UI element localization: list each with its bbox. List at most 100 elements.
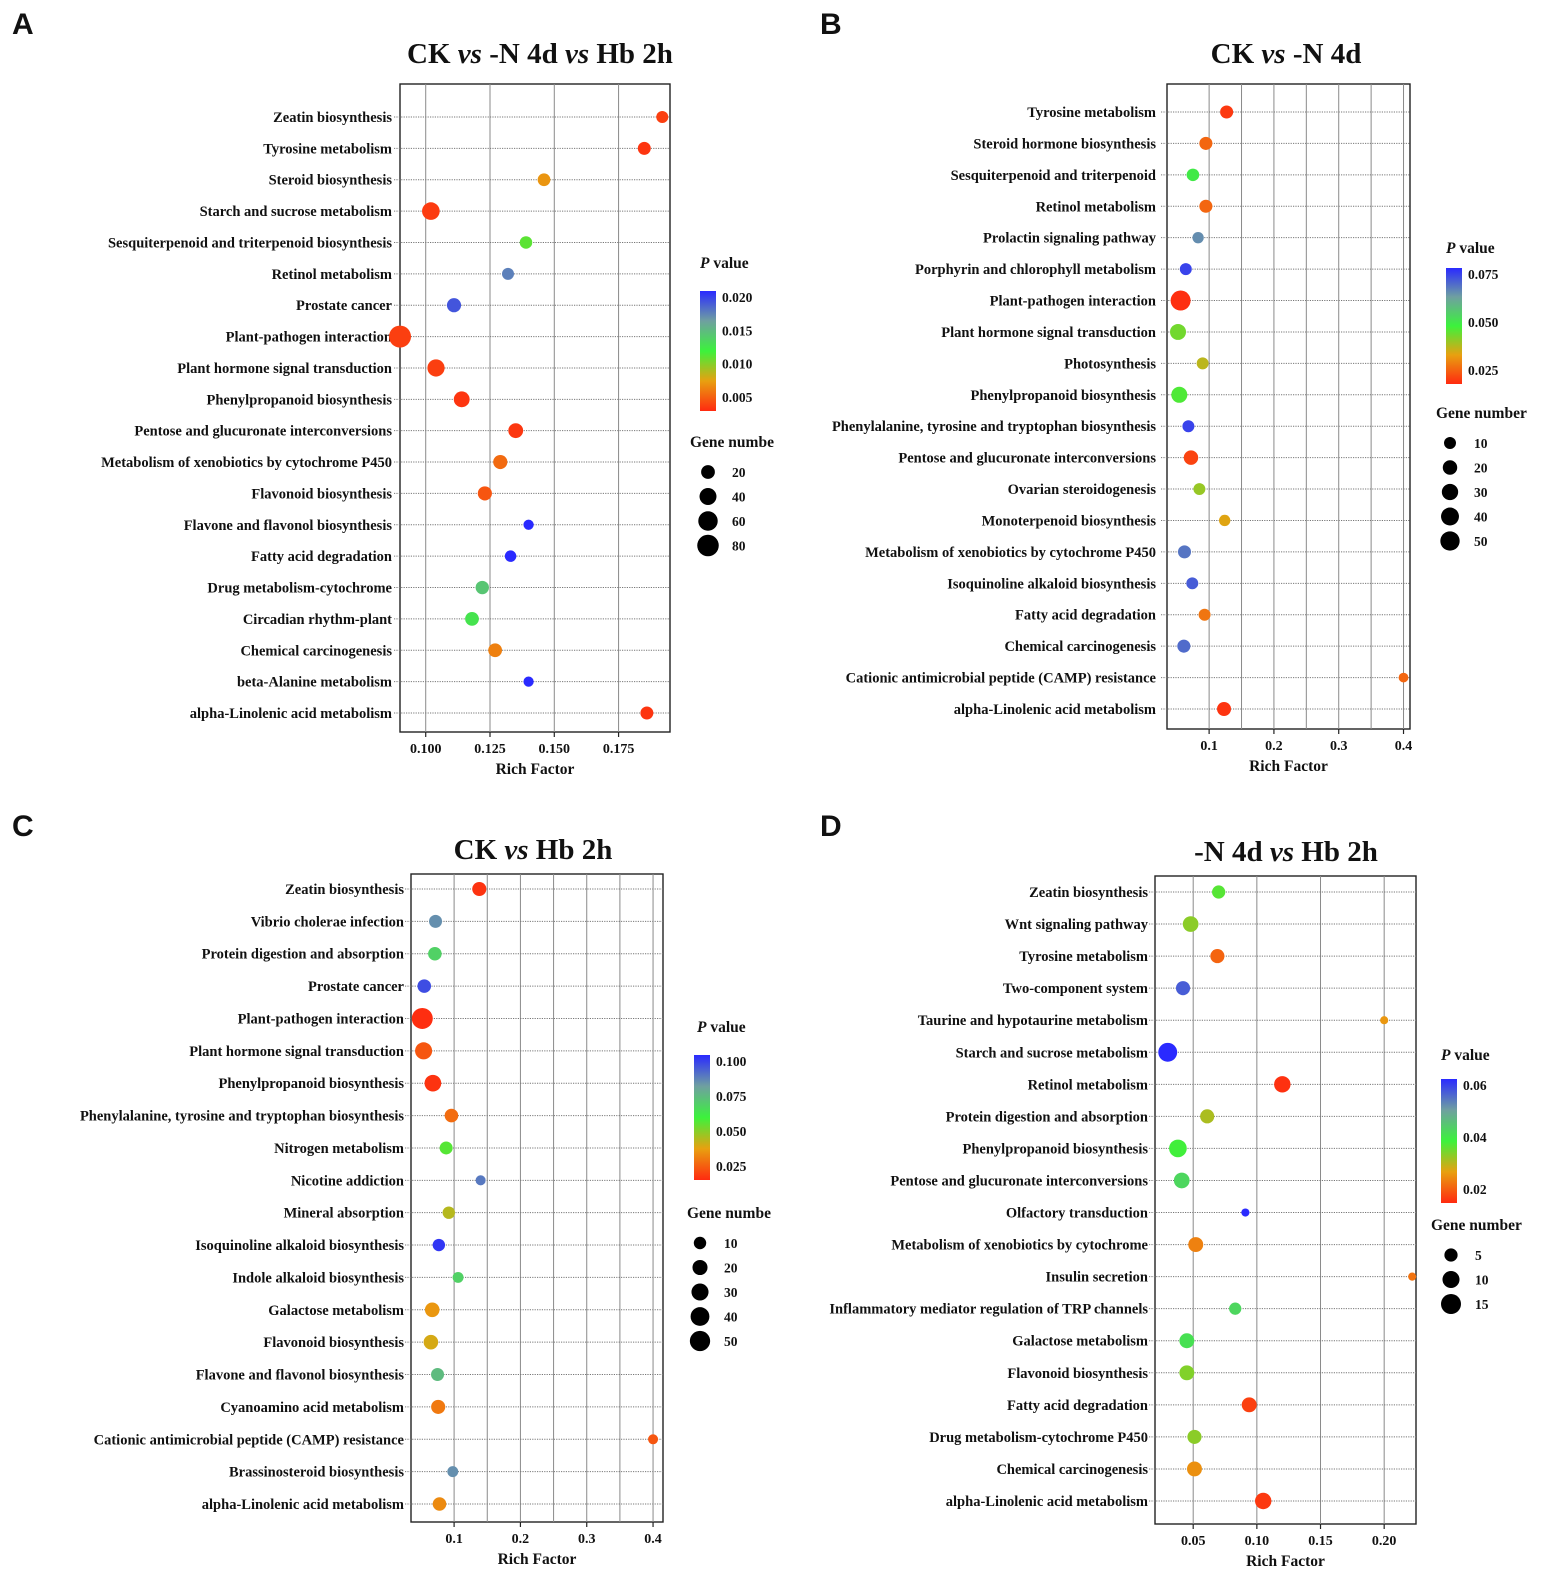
category-label: Protein digestion and absorption [946,1109,1148,1125]
data-point [1192,232,1204,244]
category-label: Phenylalanine, tyrosine and tryptophan b… [832,419,1156,435]
category-label: Nicotine addiction [291,1173,404,1189]
category-label: Tyrosine metabolism [1027,105,1156,121]
gene-legend-title: Gene numbe [687,1205,771,1222]
gene-legend-label: 40 [732,490,746,505]
data-point [424,1074,442,1092]
data-point [453,391,470,408]
data-point [1193,483,1206,496]
category-label: alpha-Linolenic acid metabolism [190,706,392,722]
x-axis-label: Rich Factor [1246,1553,1325,1570]
gene-legend-label: 50 [724,1334,738,1349]
category-label: Tyrosine metabolism [1019,949,1148,965]
category-label: Flavonoid biosynthesis [263,1335,404,1351]
category-label: Chemical carcinogenesis [996,1462,1148,1478]
gene-number-legend: Gene numbe 10 20 30 40 50 [687,1205,771,1352]
colorbar-tick-label: 0.100 [716,1054,747,1069]
gene-legend-label: 10 [1474,436,1488,451]
data-point [501,267,515,280]
category-label: Steroid hormone biosynthesis [973,136,1156,152]
data-point [1198,608,1211,621]
title-part: vs [565,38,589,70]
colorbar-tick-label: 0.06 [1463,1078,1487,1093]
x-tick-label: 0.150 [539,742,571,757]
x-tick-label: 0.4 [644,1532,662,1547]
gene-number-legend: Gene number 10 20 30 40 50 [1436,405,1527,551]
data-point [431,1368,445,1382]
data-point [1398,672,1409,683]
gene-legend-label: 20 [732,465,746,480]
data-point [1175,981,1191,996]
gene-number-legend: Gene number 5 10 15 [1431,1217,1522,1314]
category-label: Fatty acid degradation [1007,1398,1148,1414]
category-label: Plant-pathogen interaction [990,294,1156,310]
panel-c: CK vs Hb 2h Zeatin biosynthesis Vibrio cho… [80,834,771,1568]
data-point [1199,136,1213,150]
category-label: Plant hormone signal transduction [177,361,392,377]
data-point [488,643,503,658]
pvalue-rest: value [1450,1047,1489,1064]
gene-number-legend: Gene numbe 20 40 60 80 [690,434,774,557]
data-point [1199,199,1213,213]
category-label: Circadian rhythm-plant [243,612,392,628]
category-label: Tyrosine metabolism [263,141,392,157]
x-tick-label: 0.10 [1245,1534,1270,1549]
data-point [1186,168,1200,182]
gene-legend-label: 5 [1475,1248,1482,1263]
x-tick-label: 0.175 [603,742,635,757]
plot-frame [1154,875,1417,1525]
data-point [1212,885,1226,899]
pvalue-colorbar [700,291,716,411]
x-tick-label: 0.05 [1181,1534,1206,1549]
gene-legend-dot [698,511,718,531]
category-label: Photosynthesis [1064,356,1156,372]
category-label: Flavone and flavonol biosynthesis [184,518,393,534]
category-label: Isoquinoline alkaloid biosynthesis [195,1238,404,1254]
category-label: Vibrio cholerae infection [251,914,404,930]
title-part: Hb 2h [1294,836,1378,868]
data-point [1173,1172,1190,1189]
category-label: Brassinosteroid biosynthesis [229,1465,404,1481]
data-point [648,1434,659,1445]
data-point [432,1497,447,1511]
category-label: beta-Alanine metabolism [237,675,392,691]
data-point [1241,1397,1257,1413]
colorbar-tick-label: 0.075 [716,1089,747,1104]
gene-legend-label: 40 [724,1310,738,1325]
x-tick-label: 0.15 [1308,1534,1333,1549]
x-tick-label: 0.20 [1372,1534,1397,1549]
gene-legend-title: Gene number [1436,405,1527,422]
category-label: Cyanoamino acid metabolism [220,1400,404,1416]
colorbar-tick-label: 0.02 [1463,1182,1487,1197]
category-label: Isoquinoline alkaloid biosynthesis [947,576,1156,592]
category-label: Retinol metabolism [1028,1077,1148,1093]
data-point [417,979,432,993]
category-label: Plant hormone signal transduction [941,325,1156,341]
x-axis-label: Rich Factor [498,1551,577,1568]
category-label: Mineral absorption [284,1206,404,1222]
title-part: -N 4d [482,38,565,70]
panel-letter-d: D [820,810,842,843]
data-point [427,359,445,377]
gene-legend-dot [1441,507,1459,526]
category-label: Plant-pathogen interaction [238,1011,404,1027]
gene-legend-label: 50 [1474,534,1488,549]
pvalue-legend: P value 0.06 0.04 0.02 [1441,1047,1490,1203]
gene-legend-label: 60 [732,514,746,529]
pvalue-rest: value [1455,240,1494,257]
pvalue-colorbar [694,1055,710,1180]
data-point [1182,420,1195,433]
category-label: alpha-Linolenic acid metabolism [954,702,1156,718]
gene-legend-title: Gene numbe [690,434,774,451]
panel-a: CK vs -N 4d vs Hb 2h Zeatin biosynthesis T… [101,38,774,778]
plot-frame [1166,83,1411,730]
category-label: Sesquiterpenoid and triterpenoid [951,168,1156,184]
x-tick-label: 0.1 [445,1532,463,1547]
category-label: Metabolism of xenobiotics by cytochrome [891,1238,1148,1254]
gene-legend-label: 40 [1474,510,1488,525]
category-label: Starch and sucrose metabolism [200,204,392,220]
data-point [1210,949,1225,964]
data-point [537,173,551,187]
pvalue-legend: P value 0.100 0.075 0.050 0.025 [694,1019,747,1180]
